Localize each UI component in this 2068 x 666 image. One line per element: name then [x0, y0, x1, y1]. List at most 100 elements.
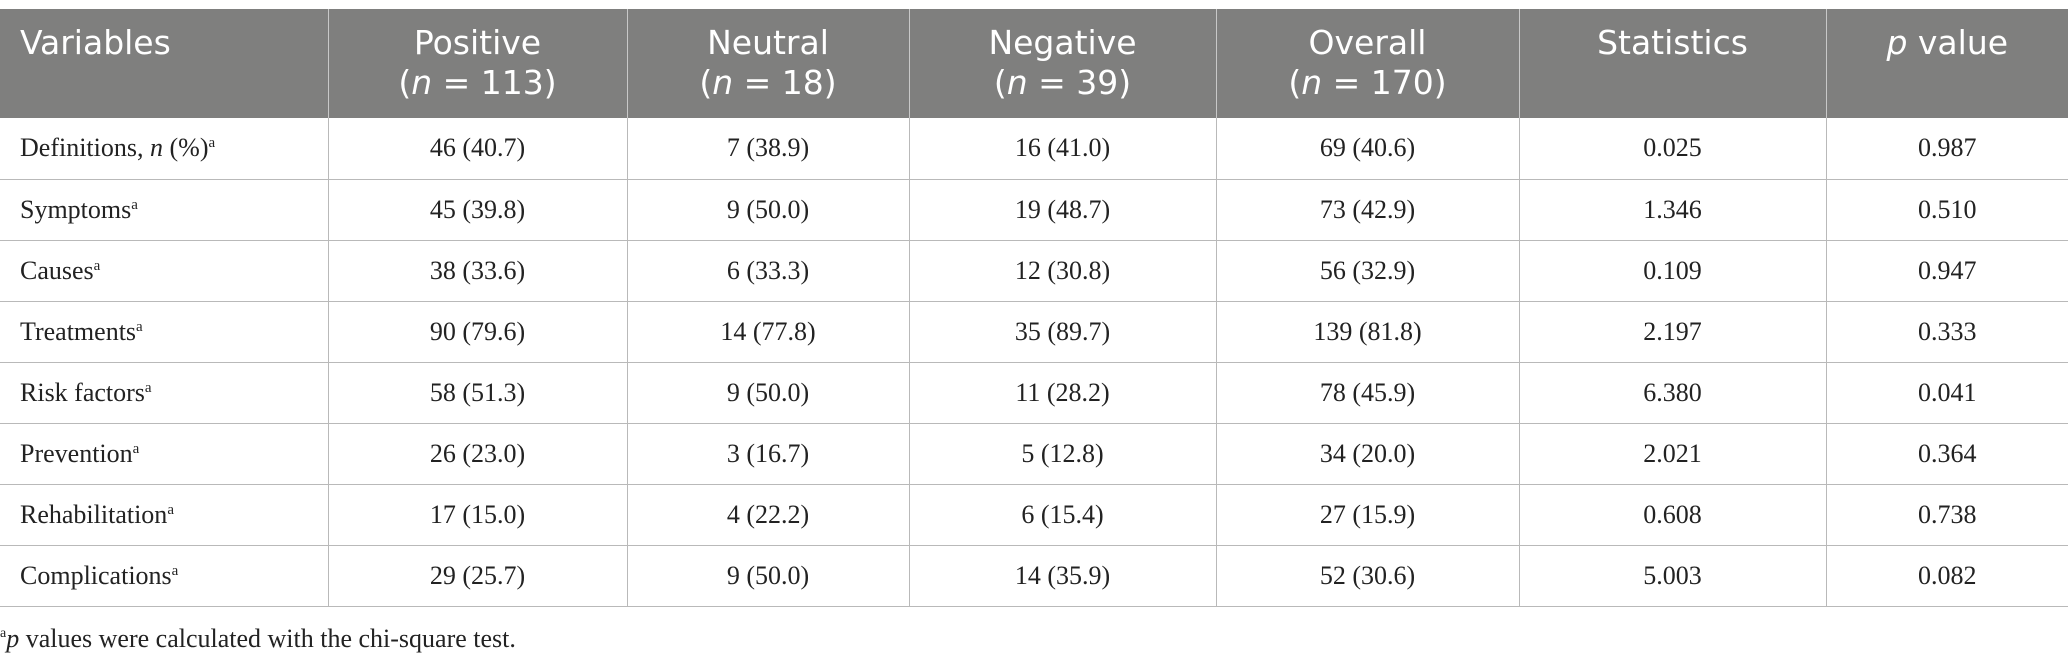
- cell-overall: 52 (30.6): [1215, 545, 1519, 607]
- cell-positive: 58 (51.3): [327, 362, 627, 424]
- cell-overall: 27 (15.9): [1215, 484, 1519, 546]
- cell-p-value: 0.041: [1825, 362, 2068, 424]
- cell-negative: 6 (15.4): [908, 484, 1216, 546]
- cell-negative: 35 (89.7): [908, 301, 1216, 363]
- row-label-text: Causes: [20, 255, 94, 285]
- header-neutral: Neutral (n = 18): [626, 9, 909, 118]
- row-label: Preventiona: [0, 423, 328, 485]
- cell-positive: 17 (15.0): [327, 484, 627, 546]
- cell-statistics: 0.109: [1518, 240, 1826, 302]
- cell-neutral: 4 (22.2): [626, 484, 909, 546]
- table-row: Definitions, n (%)a 46 (40.7) 7 (38.9) 1…: [0, 118, 2068, 180]
- cell-overall: 69 (40.6): [1215, 118, 1519, 180]
- table-row: Rehabilitationa 17 (15.0) 4 (22.2) 6 (15…: [0, 484, 2068, 546]
- footnote-marker: a: [167, 501, 174, 518]
- cell-negative: 5 (12.8): [908, 423, 1216, 485]
- cell-neutral: 9 (50.0): [626, 362, 909, 424]
- footnote-marker: a: [132, 440, 140, 457]
- header-overall-n: n: [1301, 63, 1323, 102]
- header-positive-n: n: [411, 63, 433, 102]
- cell-negative: 12 (30.8): [908, 240, 1216, 302]
- footnote-marker: a: [0, 626, 7, 641]
- header-negative-n: n: [1006, 63, 1028, 102]
- header-negative-count: = 39): [1027, 63, 1132, 102]
- cell-positive: 45 (39.8): [327, 179, 627, 241]
- table-row: Risk factorsa 58 (51.3) 9 (50.0) 11 (28.…: [0, 362, 2068, 424]
- cell-neutral: 3 (16.7): [626, 423, 909, 485]
- cell-p-value: 0.947: [1825, 240, 2068, 302]
- table-row: Causesa 38 (33.6) 6 (33.3) 12 (30.8) 56 …: [0, 240, 2068, 302]
- header-positive-label: Positive: [413, 23, 542, 62]
- cell-neutral: 9 (50.0): [626, 545, 909, 607]
- header-overall-count: = 170): [1322, 63, 1447, 102]
- table-row: Treatmentsa 90 (79.6) 14 (77.8) 35 (89.7…: [0, 301, 2068, 363]
- cell-positive: 90 (79.6): [327, 301, 627, 363]
- header-negative-label: Negative: [988, 23, 1137, 62]
- row-label: Causesa: [0, 240, 328, 302]
- cell-neutral: 14 (77.8): [626, 301, 909, 363]
- header-statistics: Statistics: [1518, 9, 1826, 118]
- header-positive: Positive (n = 113): [327, 9, 627, 118]
- cell-negative: 11 (28.2): [908, 362, 1216, 424]
- cell-negative: 14 (35.9): [908, 545, 1216, 607]
- cell-overall: 34 (20.0): [1215, 423, 1519, 485]
- cell-p-value: 0.738: [1825, 484, 2068, 546]
- cell-negative: 19 (48.7): [908, 179, 1216, 241]
- cell-p-value: 0.082: [1825, 545, 2068, 607]
- cell-positive: 29 (25.7): [327, 545, 627, 607]
- footnote-marker: a: [171, 562, 179, 579]
- cell-statistics: 2.197: [1518, 301, 1826, 363]
- footnote-marker: a: [93, 257, 101, 274]
- cell-statistics: 1.346: [1518, 179, 1826, 241]
- cell-p-value: 0.333: [1825, 301, 2068, 363]
- header-overall: Overall (n = 170): [1215, 9, 1519, 118]
- row-label-text: Symptoms: [20, 194, 132, 224]
- row-label: Treatmentsa: [0, 301, 328, 363]
- row-label: Complicationsa: [0, 545, 328, 607]
- cell-statistics: 6.380: [1518, 362, 1826, 424]
- cell-positive: 46 (40.7): [327, 118, 627, 180]
- header-p-rest: value: [1907, 23, 2009, 62]
- table-row: Complicationsa 29 (25.7) 9 (50.0) 14 (35…: [0, 545, 2068, 607]
- row-label-text: Prevention: [20, 438, 133, 468]
- header-positive-count: = 113): [432, 63, 557, 102]
- row-label-text: Risk factors: [20, 377, 145, 407]
- footnote-text: values were calculated with the chi-squa…: [19, 624, 516, 653]
- cell-overall: 73 (42.9): [1215, 179, 1519, 241]
- cell-overall: 78 (45.9): [1215, 362, 1519, 424]
- cell-p-value: 0.510: [1825, 179, 2068, 241]
- cell-p-value: 0.364: [1825, 423, 2068, 485]
- cell-positive: 38 (33.6): [327, 240, 627, 302]
- cell-statistics: 0.025: [1518, 118, 1826, 180]
- cell-overall: 56 (32.9): [1215, 240, 1519, 302]
- header-variables: Variables: [0, 9, 328, 118]
- row-label: Risk factorsa: [0, 362, 328, 424]
- header-p: p: [1886, 23, 1908, 62]
- header-neutral-count: = 18): [733, 63, 837, 102]
- cell-p-value: 0.987: [1825, 118, 2068, 180]
- footnote-marker: a: [208, 135, 216, 152]
- cell-statistics: 0.608: [1518, 484, 1826, 546]
- table-footnote: ap values were calculated with the chi-s…: [0, 624, 516, 654]
- results-table: Variables Positive (n = 113) Neutral (n = …: [0, 9, 2068, 607]
- footnote-marker: a: [144, 379, 152, 396]
- row-label-suffix: (%): [163, 133, 209, 163]
- row-label-text: Rehabilitation: [20, 499, 168, 529]
- header-neutral-n: n: [712, 63, 734, 102]
- cell-statistics: 2.021: [1518, 423, 1826, 485]
- row-label: Symptomsa: [0, 179, 328, 241]
- cell-statistics: 5.003: [1518, 545, 1826, 607]
- table-row: Preventiona 26 (23.0) 3 (16.7) 5 (12.8) …: [0, 423, 2068, 485]
- cell-neutral: 7 (38.9): [626, 118, 909, 180]
- header-p-value: p value: [1825, 9, 2068, 118]
- row-label: Definitions, n (%)a: [0, 118, 328, 180]
- row-label: Rehabilitationa: [0, 484, 328, 546]
- row-label-text: Definitions,: [20, 133, 150, 163]
- header-neutral-label: Neutral: [707, 23, 829, 62]
- footnote-marker: a: [131, 196, 138, 213]
- cell-neutral: 6 (33.3): [626, 240, 909, 302]
- footnote-marker: a: [136, 318, 143, 335]
- table-row: Symptomsa 45 (39.8) 9 (50.0) 19 (48.7) 7…: [0, 179, 2068, 241]
- row-label-italic: n: [150, 133, 163, 163]
- header-row: Variables Positive (n = 113) Neutral (n = …: [0, 9, 2068, 118]
